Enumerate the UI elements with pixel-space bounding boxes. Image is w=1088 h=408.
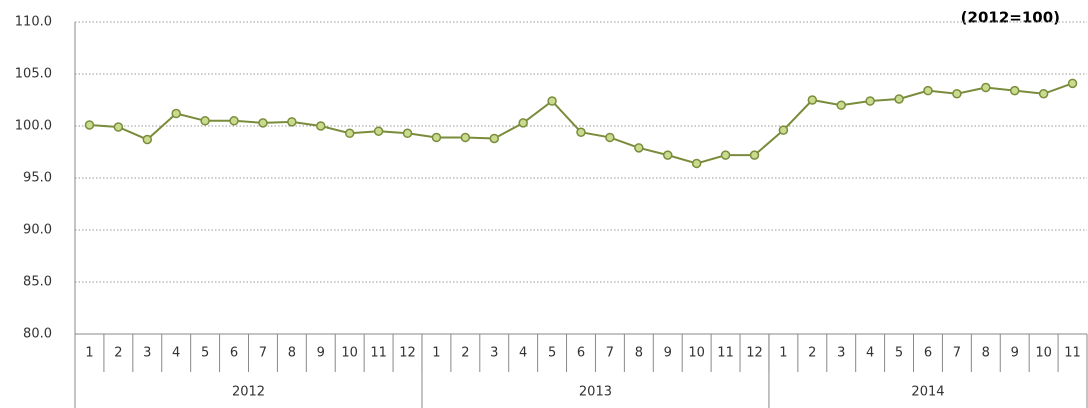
- y-tick-label: 85.0: [23, 275, 52, 290]
- x-tick-label: 1: [432, 346, 440, 361]
- x-group-label: 2014: [911, 385, 944, 400]
- x-tick-label: 5: [201, 346, 209, 361]
- y-tick-label: 90.0: [23, 223, 52, 238]
- point: [84, 120, 95, 130]
- y-tick-label: 95.0: [23, 171, 52, 186]
- x-tick-label: 2: [461, 346, 469, 361]
- x-tick-label: 1: [85, 346, 93, 361]
- x-tick-label: 12: [399, 346, 416, 361]
- point: [460, 132, 471, 143]
- x-group-label: 2013: [579, 385, 612, 400]
- x-tick-label: 3: [490, 346, 498, 361]
- x-tick-label: 6: [230, 346, 238, 361]
- x-tick-label: 4: [519, 346, 527, 361]
- point: [981, 82, 991, 93]
- x-tick-label: 3: [143, 346, 151, 361]
- x-tick-label: 2: [808, 346, 816, 361]
- point: [171, 108, 181, 119]
- point: [287, 117, 297, 127]
- annotation: (2012=100): [961, 9, 1060, 27]
- x-tick-label: 2: [114, 346, 122, 361]
- x-tick-label: 7: [606, 346, 614, 361]
- point: [518, 118, 528, 128]
- point: [691, 158, 702, 169]
- point: [258, 118, 268, 128]
- point: [865, 96, 875, 106]
- point: [489, 133, 500, 144]
- point: [662, 150, 673, 160]
- x-tick-label: 9: [664, 346, 672, 361]
- point: [431, 132, 442, 143]
- point: [1038, 89, 1049, 99]
- x-tick-label: 11: [717, 346, 734, 361]
- x-tick-label: 3: [837, 346, 845, 361]
- x-tick-label: 5: [895, 346, 903, 361]
- x-tick-label: 9: [1011, 346, 1019, 361]
- point: [547, 96, 557, 106]
- x-tick-label: 5: [548, 346, 556, 361]
- x-tick-label: 7: [259, 346, 267, 361]
- x-tick-label: 8: [982, 346, 990, 361]
- x-tick-label: 6: [924, 346, 932, 361]
- point: [402, 128, 413, 139]
- x-tick-label: 1: [779, 346, 787, 361]
- y-tick-label: 100.0: [15, 119, 52, 134]
- point: [778, 125, 789, 135]
- point: [605, 132, 615, 143]
- point: [200, 116, 210, 126]
- point: [142, 134, 153, 145]
- point: [894, 94, 904, 104]
- point: [1067, 78, 1078, 89]
- y-tick-label: 80.0: [23, 327, 52, 342]
- x-tick-label: 9: [317, 346, 325, 361]
- point: [634, 143, 644, 153]
- x-tick-label: 12: [746, 346, 763, 361]
- point: [344, 128, 355, 139]
- point: [373, 126, 384, 136]
- x-tick-label: 10: [688, 346, 705, 361]
- point: [576, 127, 586, 137]
- point: [836, 100, 846, 110]
- point: [749, 150, 760, 160]
- point: [229, 116, 239, 126]
- x-tick-label: 8: [288, 346, 296, 361]
- x-tick-label: 7: [953, 346, 961, 361]
- y-tick-label: 105.0: [15, 67, 52, 82]
- x-group-label: 2012: [232, 385, 265, 400]
- x-tick-label: 11: [1064, 346, 1081, 361]
- x-tick-label: 11: [370, 346, 387, 361]
- x-tick-label: 8: [635, 346, 643, 361]
- point: [720, 150, 731, 160]
- x-tick-label: 6: [577, 346, 585, 361]
- x-tick-label: 10: [1035, 346, 1052, 361]
- x-tick-label: 10: [341, 346, 358, 361]
- point: [113, 122, 124, 132]
- point: [1009, 85, 1020, 96]
- x-tick-label: 4: [866, 346, 874, 361]
- x-tick-label: 4: [172, 346, 180, 361]
- point: [923, 85, 933, 96]
- y-tick-label: 110.0: [15, 15, 52, 30]
- point: [316, 121, 326, 131]
- point: [952, 89, 962, 99]
- point: [807, 95, 818, 105]
